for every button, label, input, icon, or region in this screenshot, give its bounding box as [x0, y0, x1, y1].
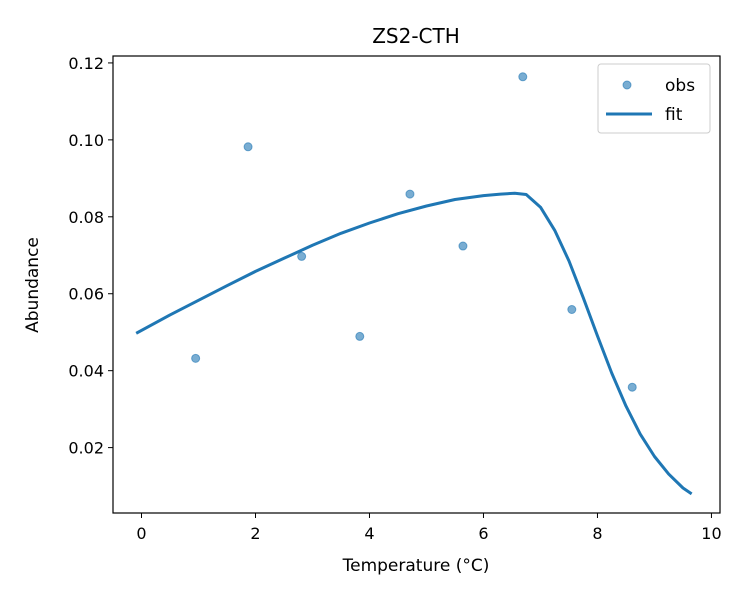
legend-label-fit: fit	[665, 105, 683, 125]
x-tick-label: 8	[592, 524, 602, 543]
plot-area	[135, 72, 693, 496]
legend-box	[597, 63, 711, 134]
x-tick-label: 10	[701, 524, 721, 543]
obs-point	[518, 72, 528, 82]
obs-point	[191, 353, 201, 363]
y-tick-label: 0.02	[68, 439, 104, 458]
y-tick-label: 0.10	[68, 131, 104, 150]
obs-point	[627, 382, 637, 392]
y-tick-label: 0.04	[68, 362, 104, 381]
ticks-layer: 0 2 4 6 8 10 0.02 0.04 0.06 0.08 0.10 0.12	[68, 54, 721, 543]
obs-point	[297, 251, 307, 261]
y-tick-label: 0.06	[68, 285, 104, 304]
y-tick-label: 0.08	[68, 208, 104, 227]
obs-point	[243, 142, 253, 152]
legend: obs fit	[597, 63, 711, 134]
axes-frame	[112, 55, 721, 514]
obs-point	[458, 241, 468, 251]
x-tick-label: 0	[136, 524, 146, 543]
x-tick-label: 6	[478, 524, 488, 543]
obs-point	[355, 331, 365, 341]
obs-point	[405, 189, 415, 199]
fit-line	[135, 191, 693, 496]
obs-point	[567, 305, 577, 315]
legend-label-obs: obs	[665, 76, 695, 96]
y-tick-label: 0.12	[68, 54, 104, 73]
x-axis-label: Temperature (°C)	[342, 556, 490, 576]
x-tick-label: 2	[250, 524, 260, 543]
chart-title: ZS2-CTH	[372, 24, 460, 48]
x-tick-label: 4	[364, 524, 374, 543]
y-axis-label: Abundance	[23, 237, 43, 333]
legend-obs-marker	[622, 80, 632, 90]
